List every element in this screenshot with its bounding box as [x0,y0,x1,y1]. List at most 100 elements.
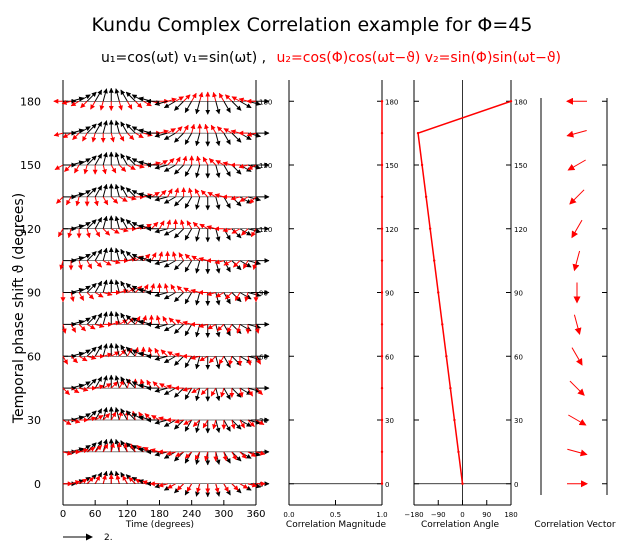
vector-series-1 [154,196,168,202]
vector-series-2 [102,474,107,484]
vector-series-2 [242,260,249,270]
vector-series-2 [94,445,103,453]
vector-series-1 [184,260,193,273]
vector-series-2 [207,323,217,330]
vector-series-2 [103,291,113,297]
vector-series-2 [223,260,233,266]
y-tick-label-60: 60 [27,350,41,363]
vector-series-1 [78,381,91,389]
vector-series-2 [94,260,103,268]
vector-series-2 [190,123,196,134]
vector-series-1 [223,101,231,113]
vector-series-2 [222,227,233,233]
vector-series-1 [239,132,252,141]
vector-series-1 [120,121,128,134]
vector-series-2 [159,129,169,135]
vector-series-2 [215,159,225,166]
vector-series-1 [114,438,120,453]
vector-series-2 [174,187,180,198]
vector-series-2 [239,451,247,459]
vector-series-2 [70,100,80,107]
vector-series-2 [167,128,176,134]
vector-series-1 [174,100,184,111]
vector-series-1 [184,387,193,400]
vector-series-2 [70,480,81,485]
vector-series-1 [125,187,136,198]
vector-series-2 [135,132,144,139]
vector-series-2 [143,253,151,261]
vector-series-2 [102,443,109,453]
vector-series-1 [247,292,261,298]
angle-ytick-label-0: 0 [514,481,518,489]
vector-series-2 [204,451,209,462]
vector-series-1 [163,196,176,204]
vector-series-1 [215,164,221,179]
vector-series-1 [184,164,193,177]
vector-series-1 [102,120,108,134]
vector-series-2 [186,483,193,493]
y-tick-label-0: 0 [34,478,41,491]
magnitude-ytick-label-180: 180 [385,98,398,106]
vector-series-2 [152,381,160,389]
vector-series-1 [163,100,176,109]
vector-series-1 [247,323,261,329]
vector-series-2 [247,164,257,171]
vector-series-2 [119,196,128,202]
vector-series-2 [216,324,225,332]
vector-series-1 [70,351,85,357]
vector-series-1 [231,164,242,175]
vector-series-1 [120,185,128,198]
vector-series-2 [166,450,176,456]
vector-series-1 [94,121,103,134]
vector-series-2 [62,387,70,395]
vector-series-2 [102,413,111,421]
magnitude-point [380,259,384,262]
vector-series-1 [102,311,108,325]
angle-point [445,355,448,358]
vector-series-2 [249,196,257,204]
vector-series-2 [80,100,88,109]
vector-series-1 [102,279,108,293]
vector-series-2 [198,91,204,102]
angle-xtick-label: −90 [431,511,446,519]
y-tick-label-30: 30 [27,414,41,427]
vector-series-2 [94,292,104,298]
vector-series-1 [231,100,242,111]
vector-series-1 [154,323,168,329]
vector-series-1 [120,376,128,389]
vector-series-2 [110,196,119,204]
vector-series-1 [247,355,261,361]
vector-series-1 [78,349,91,357]
angle-point [453,418,456,422]
vector-series-2 [255,387,263,395]
vector-series-2 [199,355,208,362]
vector-series-1 [163,228,176,236]
vector-series-1 [86,282,97,293]
vector-series-1 [231,228,242,239]
vector-series-2 [162,315,168,325]
vector-series-2 [102,260,112,266]
vector-series-1 [239,100,252,109]
time-xtick-label-180: 180 [150,509,169,520]
vector-series-1 [86,346,97,357]
vector-series-2 [70,418,81,424]
magnitude-ytick-label-0: 0 [385,481,389,489]
vector-series-1 [94,376,103,389]
angle-xtick-label: 90 [482,511,491,519]
vector-series-2 [212,91,217,102]
vector-series-2 [135,100,143,109]
vector-series-2 [57,228,64,238]
vector-series-2 [236,324,242,334]
vector-series-2 [127,195,137,201]
vector-series-2 [110,442,115,453]
vector-series-2 [86,476,94,485]
correlation-vector-arrow [569,189,585,205]
time-ytick-label-120: 120 [259,226,272,234]
angle-point [509,100,513,103]
vector-series-2 [182,155,188,166]
vector-series-1 [120,153,128,166]
vector-series-2 [72,132,80,140]
magnitude-point [380,355,384,358]
vector-series-2 [215,292,225,298]
